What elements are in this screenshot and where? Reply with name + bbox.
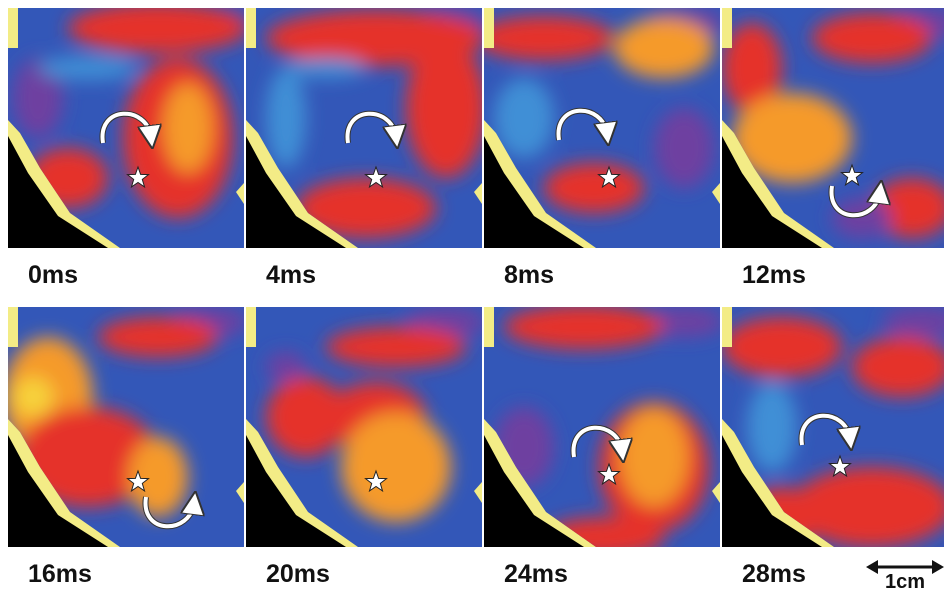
- tissue: [246, 8, 482, 248]
- rotation-arrow: [571, 425, 622, 457]
- activation-blobs: [266, 8, 482, 238]
- star-marker: [364, 469, 388, 493]
- blob: [812, 13, 932, 63]
- time-label: 24ms: [504, 560, 568, 588]
- blob: [872, 178, 944, 238]
- blob: [504, 307, 664, 349]
- top-border: [484, 307, 494, 347]
- star-marker: [126, 165, 150, 189]
- star-marker: [126, 469, 150, 493]
- panel-frame: [8, 307, 244, 547]
- rotation-arrow: [799, 413, 850, 445]
- blob: [163, 83, 213, 173]
- blob: [614, 18, 714, 78]
- panel-frame: [8, 8, 244, 248]
- blob: [619, 407, 689, 507]
- blob: [852, 337, 944, 397]
- star-marker: [828, 454, 852, 478]
- panel-frame: [722, 8, 944, 248]
- star-marker: [840, 163, 864, 187]
- blob: [644, 307, 720, 337]
- time-label: 12ms: [742, 261, 806, 289]
- blob: [792, 467, 944, 547]
- time-label: 0ms: [28, 261, 78, 289]
- time-label: 8ms: [504, 261, 554, 289]
- time-label: 28ms: [742, 560, 806, 588]
- map-panel: 8ms: [484, 8, 720, 289]
- panel-frame: [484, 307, 720, 547]
- blob: [544, 517, 664, 547]
- blob: [326, 327, 466, 367]
- rotation-arrow: [345, 111, 396, 143]
- activation-blobs: [13, 8, 244, 218]
- blob: [722, 23, 782, 113]
- map-panel: 12ms: [722, 8, 944, 289]
- blob: [832, 198, 892, 238]
- map-panel: 20ms: [246, 307, 482, 588]
- blob: [406, 38, 482, 178]
- blob: [286, 58, 366, 78]
- map-panel: 28ms: [722, 307, 944, 588]
- blob: [98, 317, 218, 357]
- blob: [266, 377, 346, 457]
- activation-blobs: [722, 8, 944, 238]
- time-label: 16ms: [28, 560, 92, 588]
- time-label: 4ms: [266, 261, 316, 289]
- blob: [544, 163, 644, 213]
- blob: [38, 56, 138, 80]
- blob: [13, 377, 53, 417]
- top-border: [8, 8, 18, 48]
- blob: [13, 58, 63, 138]
- star-marker: [364, 165, 388, 189]
- blob: [654, 108, 714, 188]
- map-panel: 4ms: [246, 8, 482, 289]
- blob: [747, 382, 797, 472]
- blob: [341, 412, 451, 522]
- activation-blobs: [8, 307, 244, 517]
- rotation-arrow: [100, 111, 151, 143]
- tissue: [722, 307, 944, 547]
- rotation-arrow: [556, 108, 607, 140]
- blob: [722, 317, 842, 377]
- blob: [494, 78, 554, 158]
- star-marker: [597, 165, 621, 189]
- top-border: [484, 8, 494, 48]
- blob: [68, 8, 244, 53]
- blob: [732, 93, 852, 183]
- panel-frame: [722, 307, 944, 547]
- top-border: [246, 8, 256, 48]
- rotation-arrow: [829, 186, 880, 218]
- panel-frame: [484, 8, 720, 248]
- panel-frame: [246, 8, 482, 248]
- blob: [266, 68, 306, 168]
- top-border: [246, 307, 256, 347]
- top-border: [8, 307, 18, 347]
- map-panel: 24ms: [484, 307, 720, 588]
- blob: [882, 307, 944, 337]
- blob: [266, 352, 306, 382]
- blob: [296, 178, 436, 238]
- activation-blobs: [266, 307, 482, 522]
- time-label: 20ms: [266, 560, 330, 588]
- panel-grid: 0ms 4ms 8ms 12ms 16ms 20ms 24ms 28ms: [8, 8, 944, 588]
- rotation-arrow: [143, 497, 194, 529]
- activation-blobs: [484, 8, 720, 213]
- star-marker: [597, 462, 621, 486]
- blob: [18, 407, 158, 507]
- blob: [484, 16, 614, 60]
- activation-blobs: [494, 307, 720, 547]
- panel-frame: [246, 307, 482, 547]
- map-panel: 0ms: [8, 8, 244, 289]
- scale-label: 1cm: [885, 571, 925, 590]
- top-border: [722, 307, 732, 347]
- scale-bar: 1cm: [866, 560, 944, 590]
- map-panel: 16ms: [8, 307, 244, 588]
- top-border: [722, 8, 732, 48]
- tissue: [8, 307, 244, 547]
